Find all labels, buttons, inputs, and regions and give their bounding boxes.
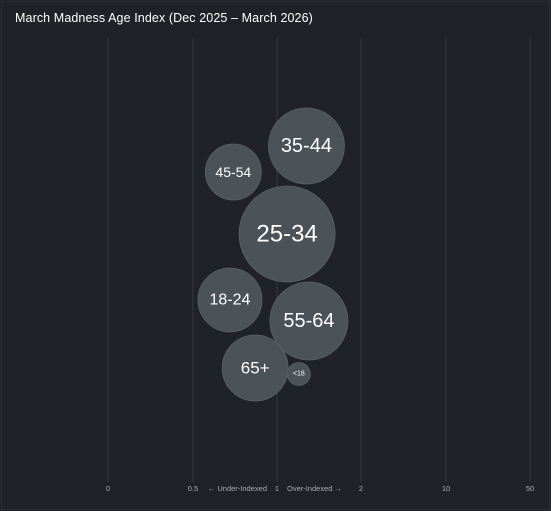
bubble-label: <18	[293, 371, 305, 378]
bubble-65[interactable]: 65+	[221, 334, 289, 402]
bubble-35-44[interactable]: 35-44	[267, 107, 345, 185]
bubble-45-54[interactable]: 45-54	[204, 143, 262, 201]
x-tick-label: 0	[106, 484, 110, 493]
bubble-circle[interactable]	[267, 107, 345, 185]
bubble-circle[interactable]	[269, 281, 349, 361]
bubble-label: 25-34	[256, 221, 317, 248]
over-indexed-label: Over-Indexed →	[287, 484, 342, 493]
bubble-circle[interactable]	[286, 362, 311, 386]
bubble-label: 55-64	[283, 310, 334, 332]
bubble-55-64[interactable]: 55-64	[269, 281, 349, 361]
x-tick-label: 2	[359, 484, 363, 493]
bubble-label: 18-24	[209, 292, 250, 309]
bubble-circle[interactable]	[197, 267, 263, 333]
bubble-label: 65+	[241, 359, 270, 378]
bubble-25-34[interactable]: 25-34	[238, 185, 336, 283]
bubble-18-24[interactable]: 18-24	[197, 267, 263, 333]
x-tick-label: 0.5	[188, 484, 198, 493]
bubble-18[interactable]: <18	[286, 362, 311, 386]
x-tick-label: 10	[442, 484, 450, 493]
bubble-circle[interactable]	[238, 185, 336, 283]
bubble-label: 45-54	[215, 164, 251, 180]
x-tick-label: 1	[275, 484, 279, 493]
bubble-label: 35-44	[281, 135, 332, 157]
under-indexed-label: ← Under-Indexed	[208, 484, 267, 493]
bubble-circle[interactable]	[221, 334, 289, 402]
x-tick-label: 50	[526, 484, 534, 493]
bubble-circle[interactable]	[204, 143, 262, 201]
chart-title: March Madness Age Index (Dec 2025 – Marc…	[15, 11, 313, 25]
